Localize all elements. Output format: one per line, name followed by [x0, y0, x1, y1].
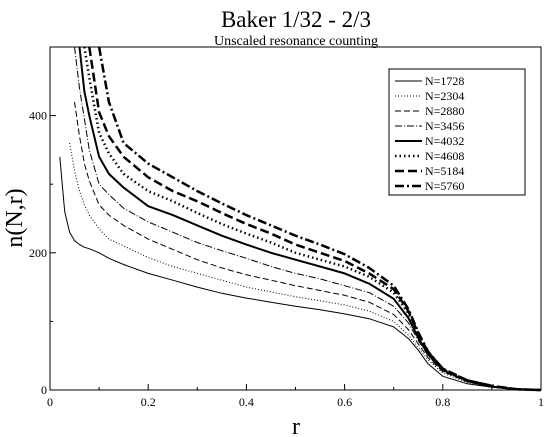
series-line [69, 142, 542, 391]
x-tick-label: 0.2 [141, 395, 156, 409]
y-tick-label: 400 [29, 109, 47, 123]
x-tick-label: 0.8 [435, 395, 450, 409]
legend-label: N=5760 [425, 179, 464, 193]
series-line [78, 46, 542, 391]
legend-label: N=2304 [425, 89, 464, 103]
legend-label: N=2880 [425, 104, 464, 118]
x-tick-label: 0.6 [337, 395, 352, 409]
y-tick-label: 0 [41, 383, 47, 397]
y-axis: 0 200 400 [29, 109, 56, 397]
legend-label: N=1728 [425, 74, 464, 88]
series-line [59, 156, 542, 391]
x-axis-label: r [292, 414, 300, 437]
series-line [83, 46, 542, 392]
y-tick-label: 200 [29, 246, 47, 260]
legend-label: N=4608 [425, 149, 464, 163]
series-line [74, 101, 542, 391]
legend-label: N=4032 [425, 134, 464, 148]
chart-title: Baker 1/32 - 2/3 [221, 7, 371, 32]
y-axis-label: n(N,r) [2, 188, 28, 247]
x-axis: 0 0.2 0.4 0.6 0.8 1 [47, 384, 544, 409]
series-line [97, 46, 542, 392]
legend: N=1728N=2304N=2880N=3456N=4032N=4608N=51… [388, 68, 526, 196]
x-tick-label: 0.4 [239, 395, 254, 409]
x-tick-label: 0 [47, 395, 53, 409]
x-tick-label: 1 [538, 395, 544, 409]
legend-label: N=3456 [425, 119, 464, 133]
chart-subtitle: Unscaled resonance counting [214, 34, 378, 49]
legend-box [388, 68, 526, 196]
series-lines [59, 46, 542, 392]
legend-label: N=5184 [425, 164, 464, 178]
